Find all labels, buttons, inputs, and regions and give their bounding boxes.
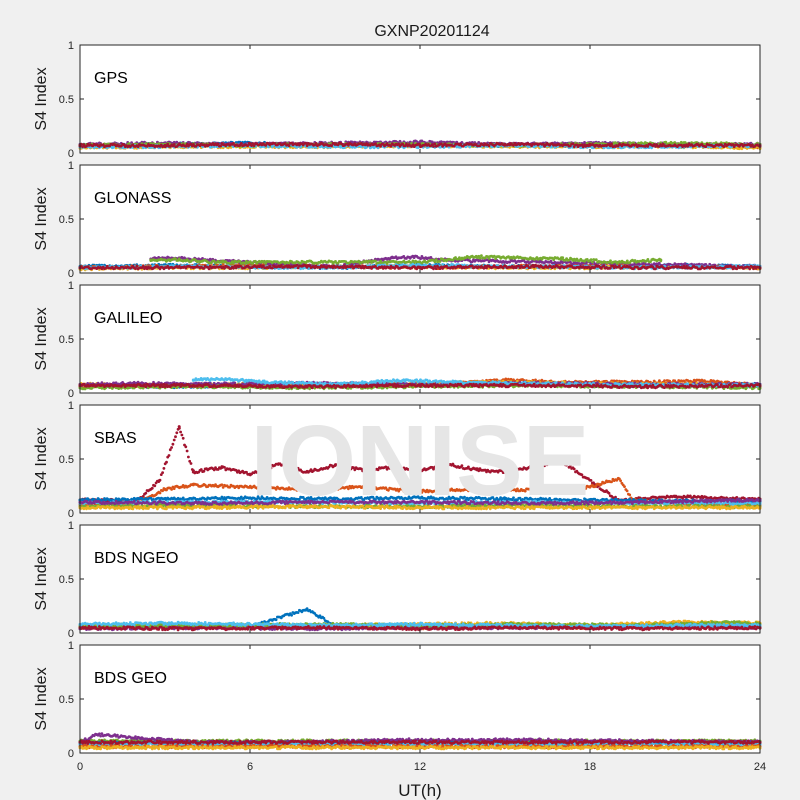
data-point [673, 143, 677, 147]
data-markers [78, 139, 762, 151]
data-point [588, 143, 592, 147]
data-point [722, 145, 726, 149]
y-tick-label: 0 [68, 148, 74, 160]
panel-label: GPS [94, 70, 128, 87]
y-tick-label: 1 [68, 40, 74, 52]
data-point [487, 144, 491, 148]
y-tick-label: 0.5 [59, 94, 74, 106]
data-point [432, 145, 435, 148]
panel-gps: 0 0.5 1 GPS S4 Index [33, 40, 762, 160]
plot-area [80, 45, 760, 153]
data-point [333, 142, 337, 146]
data-point [614, 141, 617, 145]
figure-title: GXNP20201124 [374, 23, 489, 40]
data-point [418, 143, 422, 147]
y-axis-label: S4 Index [33, 67, 50, 130]
data-point [163, 143, 167, 147]
data-point [503, 142, 507, 146]
data-point [610, 142, 613, 146]
data-point [571, 142, 575, 146]
data-point [248, 142, 252, 146]
